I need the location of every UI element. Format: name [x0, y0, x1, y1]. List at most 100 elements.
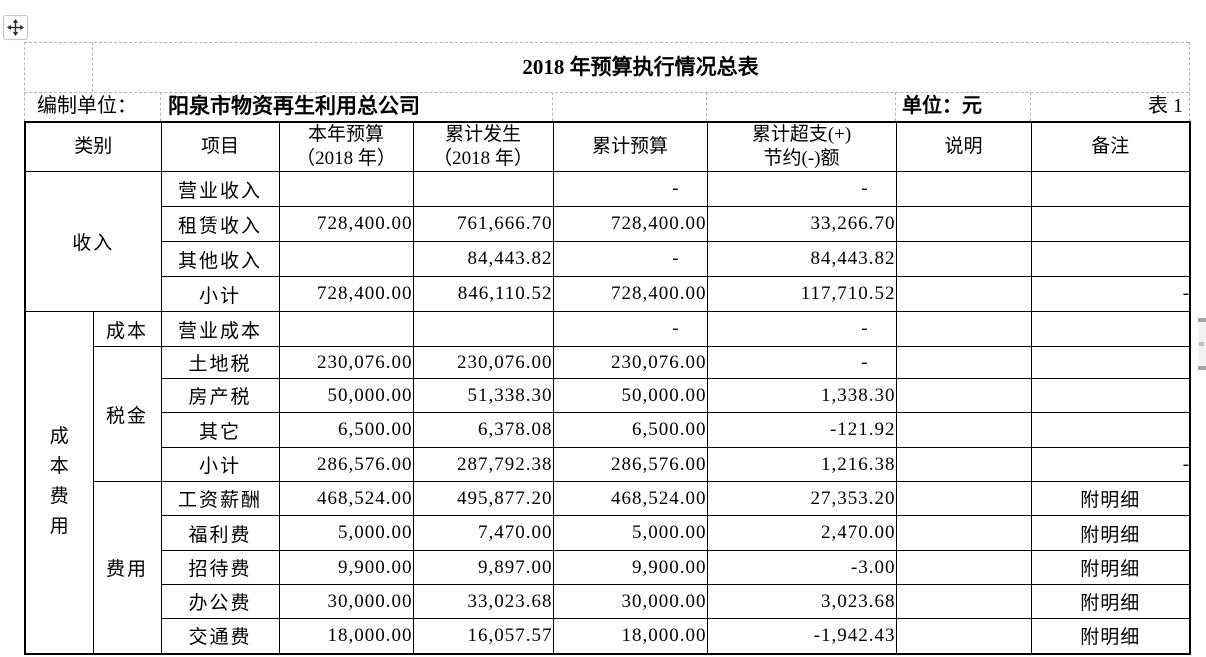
- variance-cell[interactable]: -: [706, 346, 897, 379]
- budget-cell[interactable]: [278, 171, 414, 207]
- note-cell[interactable]: [895, 550, 1032, 585]
- item-cell[interactable]: 小计: [160, 276, 280, 312]
- header-variance[interactable]: 累计超支(+) 节约(-)额: [706, 121, 897, 172]
- category-cell[interactable]: 成 本 费 用: [24, 311, 94, 654]
- item-cell[interactable]: 土地税: [160, 346, 280, 379]
- table-number[interactable]: 表 1: [1148, 95, 1183, 117]
- note-cell[interactable]: [895, 241, 1032, 277]
- variance-cell[interactable]: 84,443.82: [706, 241, 897, 277]
- variance-cell[interactable]: 2,470.00: [706, 515, 897, 551]
- item-cell[interactable]: 工资薪酬: [160, 481, 280, 516]
- remark-cell[interactable]: [1030, 378, 1191, 413]
- cum_budget-cell[interactable]: 6,500.00: [552, 412, 708, 448]
- header-budget-year[interactable]: 本年预算 （2018 年）: [278, 121, 414, 172]
- document-title[interactable]: 2018 年预算执行情况总表: [522, 55, 759, 79]
- variance-cell[interactable]: 1,216.38: [706, 447, 897, 482]
- cum_budget-cell[interactable]: 728,400.00: [552, 276, 708, 312]
- variance-cell[interactable]: -121.92: [706, 412, 897, 448]
- remark-cell[interactable]: 附明细: [1030, 481, 1191, 516]
- budget-cell[interactable]: 230,076.00: [278, 346, 414, 379]
- cum_budget-cell[interactable]: 468,524.00: [552, 481, 708, 516]
- subcategory-cell[interactable]: 费用: [92, 481, 162, 654]
- header-actual-year[interactable]: 累计发生 （2018 年）: [412, 121, 554, 172]
- actual-cell[interactable]: 7,470.00: [412, 515, 554, 551]
- header-item[interactable]: 项目: [160, 121, 280, 172]
- cum_budget-cell[interactable]: 18,000.00: [552, 618, 708, 654]
- budget-cell[interactable]: [278, 311, 414, 347]
- cum_budget-cell[interactable]: -: [552, 171, 708, 207]
- subcategory-cell[interactable]: 成本: [92, 311, 162, 347]
- remark-cell[interactable]: [1030, 241, 1191, 277]
- variance-cell[interactable]: 1,338.30: [706, 378, 897, 413]
- note-cell[interactable]: [895, 311, 1032, 347]
- scrollbar-thumb[interactable]: [1198, 318, 1206, 370]
- remark-cell[interactable]: 附明细: [1030, 515, 1191, 551]
- remark-cell[interactable]: -: [1030, 447, 1191, 482]
- actual-cell[interactable]: 761,666.70: [412, 206, 554, 242]
- header-remark[interactable]: 备注: [1030, 121, 1191, 172]
- remark-cell[interactable]: -: [1030, 276, 1191, 312]
- budget-cell[interactable]: 50,000.00: [278, 378, 414, 413]
- budget-cell[interactable]: 286,576.00: [278, 447, 414, 482]
- cum_budget-cell[interactable]: -: [552, 311, 708, 347]
- remark-cell[interactable]: [1030, 412, 1191, 448]
- variance-cell[interactable]: 33,266.70: [706, 206, 897, 242]
- unit-label[interactable]: 单位：元: [902, 95, 982, 117]
- note-cell[interactable]: [895, 346, 1032, 379]
- actual-cell[interactable]: 9,897.00: [412, 550, 554, 585]
- actual-cell[interactable]: 846,110.52: [412, 276, 554, 312]
- note-cell[interactable]: [895, 412, 1032, 448]
- actual-cell[interactable]: 84,443.82: [412, 241, 554, 277]
- variance-cell[interactable]: -: [706, 171, 897, 207]
- header-note[interactable]: 说明: [895, 121, 1032, 172]
- budget-cell[interactable]: 728,400.00: [278, 206, 414, 242]
- budget-cell[interactable]: 468,524.00: [278, 481, 414, 516]
- actual-cell[interactable]: [412, 311, 554, 347]
- actual-cell[interactable]: 6,378.08: [412, 412, 554, 448]
- variance-cell[interactable]: 117,710.52: [706, 276, 897, 312]
- note-cell[interactable]: [895, 276, 1032, 312]
- note-cell[interactable]: [895, 584, 1032, 619]
- note-cell[interactable]: [895, 206, 1032, 242]
- note-cell[interactable]: [895, 378, 1032, 413]
- budget-cell[interactable]: 18,000.00: [278, 618, 414, 654]
- note-cell[interactable]: [895, 447, 1032, 482]
- actual-cell[interactable]: 287,792.38: [412, 447, 554, 482]
- actual-cell[interactable]: [412, 171, 554, 207]
- actual-cell[interactable]: 51,338.30: [412, 378, 554, 413]
- item-cell[interactable]: 福利费: [160, 515, 280, 551]
- variance-cell[interactable]: -1,942.43: [706, 618, 897, 654]
- remark-cell[interactable]: 附明细: [1030, 584, 1191, 619]
- remark-cell[interactable]: [1030, 311, 1191, 347]
- budget-cell[interactable]: 6,500.00: [278, 412, 414, 448]
- remark-cell[interactable]: 附明细: [1030, 550, 1191, 585]
- item-cell[interactable]: 租赁收入: [160, 206, 280, 242]
- item-cell[interactable]: 房产税: [160, 378, 280, 413]
- item-cell[interactable]: 营业成本: [160, 311, 280, 347]
- prepared-by-value[interactable]: 阳泉市物资再生利用总公司: [168, 94, 420, 118]
- note-cell[interactable]: [895, 481, 1032, 516]
- item-cell[interactable]: 营业收入: [160, 171, 280, 207]
- actual-cell[interactable]: 230,076.00: [412, 346, 554, 379]
- category-cell[interactable]: 收入: [24, 171, 162, 312]
- variance-cell[interactable]: -: [706, 311, 897, 347]
- prepared-by-label[interactable]: 编制单位：: [37, 95, 137, 117]
- subcategory-cell[interactable]: 税金: [92, 346, 162, 482]
- item-cell[interactable]: 其它: [160, 412, 280, 448]
- header-category[interactable]: 类别: [24, 121, 162, 172]
- header-cum-budget[interactable]: 累计预算: [552, 121, 708, 172]
- remark-cell[interactable]: [1030, 346, 1191, 379]
- cum_budget-cell[interactable]: 230,076.00: [552, 346, 708, 379]
- budget-cell[interactable]: 5,000.00: [278, 515, 414, 551]
- budget-cell[interactable]: [278, 241, 414, 277]
- cum_budget-cell[interactable]: 30,000.00: [552, 584, 708, 619]
- remark-cell[interactable]: [1030, 171, 1191, 207]
- variance-cell[interactable]: 27,353.20: [706, 481, 897, 516]
- note-cell[interactable]: [895, 171, 1032, 207]
- cum_budget-cell[interactable]: 5,000.00: [552, 515, 708, 551]
- cum_budget-cell[interactable]: 9,900.00: [552, 550, 708, 585]
- budget-cell[interactable]: 9,900.00: [278, 550, 414, 585]
- note-cell[interactable]: [895, 515, 1032, 551]
- actual-cell[interactable]: 33,023.68: [412, 584, 554, 619]
- table-move-handle[interactable]: [3, 15, 28, 40]
